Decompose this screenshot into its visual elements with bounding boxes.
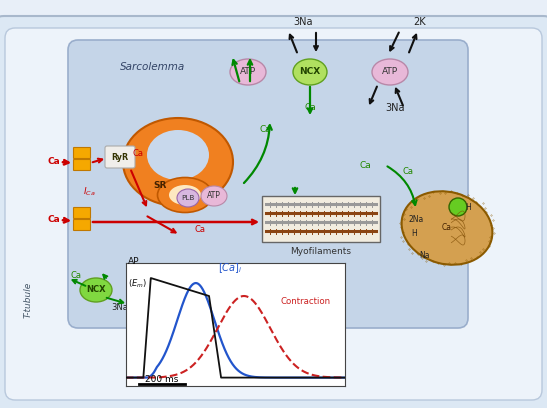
Ellipse shape [230, 59, 266, 85]
Text: 200 ms: 200 ms [145, 375, 179, 384]
Text: $[Ca]_i$: $[Ca]_i$ [218, 261, 242, 275]
Text: 2Na: 2Na [409, 215, 423, 224]
Text: 3Na: 3Na [385, 103, 405, 113]
Text: Ca: Ca [359, 160, 371, 169]
Text: Na: Na [420, 251, 430, 259]
FancyBboxPatch shape [105, 146, 135, 168]
Text: Sarcolemma: Sarcolemma [120, 62, 185, 72]
Text: ATP: ATP [382, 67, 398, 77]
FancyBboxPatch shape [0, 16, 547, 408]
Text: T-tubule: T-tubule [24, 282, 32, 318]
Ellipse shape [169, 185, 201, 205]
Text: Ca: Ca [48, 215, 60, 224]
Text: $I_{Ca}$: $I_{Ca}$ [83, 186, 95, 198]
Text: NCX: NCX [86, 286, 106, 295]
Text: Ca: Ca [71, 271, 82, 279]
FancyBboxPatch shape [68, 40, 468, 328]
Text: ATP: ATP [240, 67, 256, 77]
Text: Ca: Ca [403, 168, 414, 177]
Text: AP: AP [128, 257, 139, 266]
Text: Contraction: Contraction [280, 297, 330, 306]
Text: ATP: ATP [207, 191, 221, 200]
Circle shape [449, 198, 467, 216]
Ellipse shape [123, 118, 233, 206]
Ellipse shape [201, 186, 227, 206]
Text: Ca: Ca [195, 226, 206, 235]
Bar [262, 196, 380, 242]
Text: NCX: NCX [299, 67, 321, 77]
Text: RyR: RyR [112, 153, 129, 162]
Ellipse shape [147, 130, 209, 180]
FancyBboxPatch shape [73, 220, 90, 231]
FancyBboxPatch shape [73, 208, 90, 219]
Ellipse shape [401, 191, 492, 265]
Text: Ca: Ca [132, 149, 143, 157]
Text: 2K: 2K [414, 17, 426, 27]
FancyBboxPatch shape [5, 28, 542, 400]
Text: H: H [465, 202, 471, 211]
Ellipse shape [293, 59, 327, 85]
Text: PLB: PLB [181, 195, 195, 201]
Text: 3Na: 3Na [112, 304, 129, 313]
Text: Myofilaments: Myofilaments [290, 247, 352, 256]
Text: 3Na: 3Na [293, 17, 313, 27]
Text: H: H [411, 228, 417, 237]
Ellipse shape [177, 189, 199, 207]
Text: Ca: Ca [304, 104, 316, 113]
Text: Ca: Ca [48, 157, 60, 166]
Text: Ca: Ca [442, 224, 452, 233]
Ellipse shape [158, 177, 212, 213]
Text: $(E_m)$: $(E_m)$ [128, 278, 147, 290]
Text: SR: SR [153, 180, 167, 189]
FancyBboxPatch shape [73, 160, 90, 171]
FancyBboxPatch shape [73, 148, 90, 158]
Text: Ca: Ca [259, 126, 271, 135]
Ellipse shape [372, 59, 408, 85]
Ellipse shape [80, 278, 112, 302]
